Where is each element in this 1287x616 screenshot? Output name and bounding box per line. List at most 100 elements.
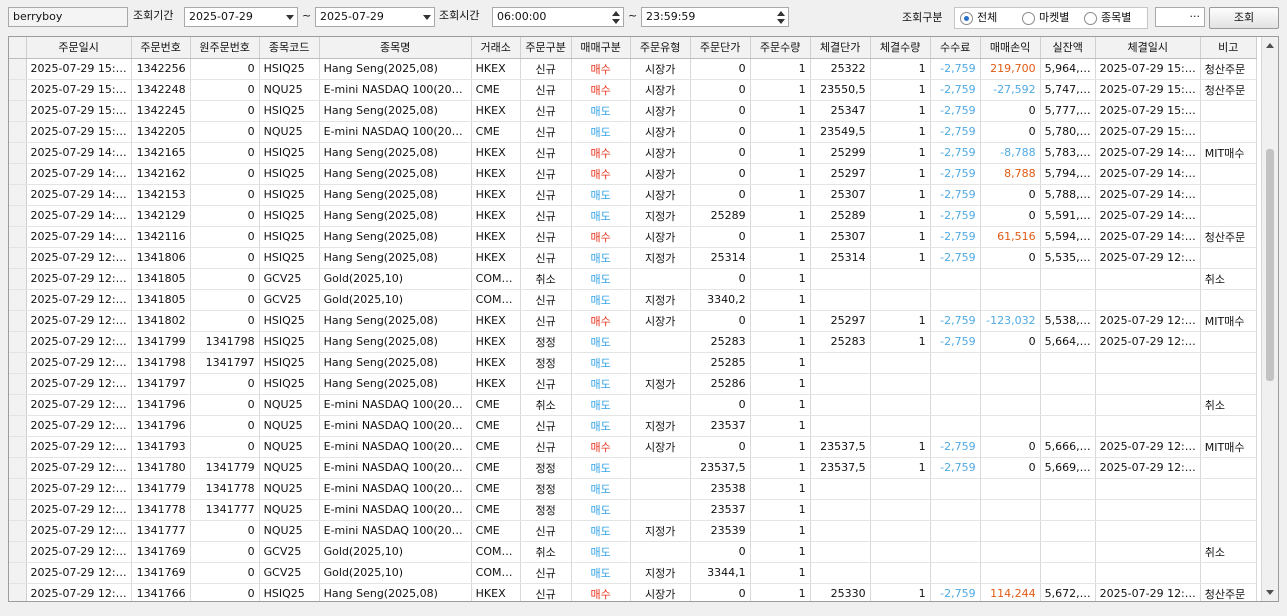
table-row[interactable]: 2025-07-29 12:… 1341769 0 GCV25 Gold(2025,10…	[9, 541, 1257, 563]
col-header-order-type[interactable]: 주문구분	[520, 37, 572, 59]
col-header-side[interactable]: 매매구분	[571, 37, 631, 59]
chevron-down-icon[interactable]	[423, 15, 431, 20]
row-selector[interactable]	[9, 499, 27, 521]
table-row[interactable]: 2025-07-29 12:… 1341796 0 NQU25 E-mini NASDA…	[9, 394, 1257, 416]
radio-item[interactable]	[1084, 12, 1097, 25]
cell-fill-qty: 1	[870, 184, 931, 206]
table-row[interactable]: 2025-07-29 12:… 1341796 0 NQU25 E-mini NASDA…	[9, 415, 1257, 437]
table-row[interactable]: 2025-07-29 14:… 1342162 0 HSIQ25 Hang Seng(2…	[9, 163, 1257, 185]
row-selector[interactable]	[9, 289, 27, 311]
table-row[interactable]: 2025-07-29 12:… 1341780 1341779 NQU25 E-mini…	[9, 457, 1257, 479]
table-row[interactable]: 2025-07-29 15:… 1342205 0 NQU25 E-mini NASDA…	[9, 121, 1257, 143]
col-header-exchange[interactable]: 거래소	[471, 37, 521, 59]
table-row[interactable]: 2025-07-29 12:… 1341802 0 HSIQ25 Hang Seng(2…	[9, 310, 1257, 332]
row-selector[interactable]	[9, 352, 27, 374]
radio-market[interactable]	[1022, 12, 1035, 25]
col-header-fee[interactable]: 수수료	[930, 37, 981, 59]
col-header-order-no[interactable]: 주문번호	[131, 37, 191, 59]
row-selector[interactable]	[9, 373, 27, 395]
table-row[interactable]: 2025-07-29 12:… 1341799 1341798 HSIQ25 Hang …	[9, 331, 1257, 353]
row-selector[interactable]	[9, 415, 27, 437]
table-row[interactable]: 2025-07-29 12:… 1341793 0 NQU25 E-mini NASDA…	[9, 436, 1257, 458]
table-row[interactable]: 2025-07-29 15:… 1342245 0 HSIQ25 Hang Seng(2…	[9, 100, 1257, 122]
table-row[interactable]: 2025-07-29 14:… 1342129 0 HSIQ25 Hang Seng(2…	[9, 205, 1257, 227]
date-to-dropdown[interactable]: 2025-07-29	[315, 7, 435, 27]
col-header-order-price[interactable]: 주문단가	[690, 37, 751, 59]
spin-down-icon[interactable]	[612, 19, 620, 24]
scroll-down-icon[interactable]	[1266, 590, 1274, 595]
col-header-order-time[interactable]: 주문일시	[26, 37, 132, 59]
table-row[interactable]: 2025-07-29 14:… 1342116 0 HSIQ25 Hang Seng(2…	[9, 226, 1257, 248]
table-row[interactable]: 2025-07-29 12:… 1341778 1341777 NQU25 E-mini…	[9, 499, 1257, 521]
row-selector[interactable]	[9, 457, 27, 479]
col-header-fill-price[interactable]: 체결단가	[810, 37, 871, 59]
chevron-down-icon[interactable]	[286, 15, 294, 20]
row-selector[interactable]	[9, 226, 27, 248]
row-selector[interactable]	[9, 205, 27, 227]
row-selector[interactable]	[9, 79, 27, 101]
col-header-note[interactable]: 비고	[1200, 37, 1257, 59]
scrollbar-thumb[interactable]	[1266, 149, 1274, 381]
table-row[interactable]: 2025-07-29 12:… 1341777 0 NQU25 E-mini NASDA…	[9, 520, 1257, 542]
user-id-field[interactable]: berryboy	[8, 7, 128, 27]
cell-balance	[1040, 520, 1096, 542]
row-selector[interactable]	[9, 331, 27, 353]
col-header-fill-time[interactable]: 체결일시	[1095, 37, 1201, 59]
row-selector[interactable]	[9, 436, 27, 458]
col-header-pnl[interactable]: 매매손익	[980, 37, 1041, 59]
extra-search-field[interactable]: ···	[1155, 7, 1205, 27]
col-header-balance[interactable]: 실잔액	[1040, 37, 1096, 59]
cell-orig-order-no: 1341797	[190, 352, 260, 374]
row-selector[interactable]	[9, 394, 27, 416]
table-row[interactable]: 2025-07-29 12:… 1341806 0 HSIQ25 Hang Seng(2…	[9, 247, 1257, 269]
col-header-price-type[interactable]: 주문유형	[630, 37, 691, 59]
row-selector[interactable]	[9, 268, 27, 290]
col-header-symbol-name[interactable]: 종목명	[319, 37, 472, 59]
table-row[interactable]: 2025-07-29 12:… 1341805 0 GCV25 Gold(2025,10…	[9, 289, 1257, 311]
col-header-orig-order-no[interactable]: 원주문번호	[190, 37, 260, 59]
cell-symbol-name: Hang Seng(2025,08)	[319, 352, 472, 374]
row-selector[interactable]	[9, 163, 27, 185]
row-selector[interactable]	[9, 100, 27, 122]
query-button[interactable]: 조회	[1209, 7, 1279, 29]
cell-order-time: 2025-07-29 12:…	[26, 520, 132, 542]
cell-price-type: 지정가	[630, 520, 691, 542]
table-row[interactable]: 2025-07-29 12:… 1341766 0 HSIQ25 Hang Seng(2…	[9, 583, 1257, 601]
row-selector[interactable]	[9, 541, 27, 563]
col-header-symbol-code[interactable]: 종목코드	[259, 37, 320, 59]
time-to-spinner[interactable]: 23:59:59	[641, 7, 789, 27]
scroll-up-icon[interactable]	[1266, 43, 1274, 48]
table-row[interactable]: 2025-07-29 15:… 1342256 0 HSIQ25 Hang Seng(2…	[9, 58, 1257, 80]
cell-order-no: 1341797	[131, 373, 191, 395]
table-row[interactable]: 2025-07-29 12:… 1341769 0 GCV25 Gold(2025,10…	[9, 562, 1257, 584]
row-selector[interactable]	[9, 121, 27, 143]
table-row[interactable]: 2025-07-29 12:… 1341779 1341778 NQU25 E-mini…	[9, 478, 1257, 500]
row-selector[interactable]	[9, 184, 27, 206]
cell-note: 취소	[1200, 268, 1257, 290]
row-selector[interactable]	[9, 520, 27, 542]
row-selector[interactable]	[9, 247, 27, 269]
col-header-fill-qty[interactable]: 체결수량	[870, 37, 931, 59]
spin-up-icon[interactable]	[777, 11, 785, 16]
row-selector[interactable]	[9, 478, 27, 500]
row-selector[interactable]	[9, 583, 27, 601]
table-row[interactable]: 2025-07-29 12:… 1341805 0 GCV25 Gold(2025,10…	[9, 268, 1257, 290]
cell-order-type: 신규	[520, 205, 572, 227]
row-selector[interactable]	[9, 310, 27, 332]
table-row[interactable]: 2025-07-29 14:… 1342153 0 HSIQ25 Hang Seng(2…	[9, 184, 1257, 206]
row-selector[interactable]	[9, 58, 27, 80]
spin-down-icon[interactable]	[777, 19, 785, 24]
col-header-order-qty[interactable]: 주문수량	[750, 37, 811, 59]
row-selector[interactable]	[9, 562, 27, 584]
table-row[interactable]: 2025-07-29 14:… 1342165 0 HSIQ25 Hang Seng(2…	[9, 142, 1257, 164]
spin-up-icon[interactable]	[612, 11, 620, 16]
date-from-dropdown[interactable]: 2025-07-29	[184, 7, 298, 27]
table-row[interactable]: 2025-07-29 12:… 1341797 0 HSIQ25 Hang Seng(2…	[9, 373, 1257, 395]
time-from-spinner[interactable]: 06:00:00	[492, 7, 624, 27]
radio-all[interactable]	[960, 12, 973, 25]
table-row[interactable]: 2025-07-29 15:… 1342248 0 NQU25 E-mini NASDA…	[9, 79, 1257, 101]
vertical-scrollbar[interactable]	[1261, 37, 1278, 601]
table-row[interactable]: 2025-07-29 12:… 1341798 1341797 HSIQ25 Hang …	[9, 352, 1257, 374]
cell-order-type: 취소	[520, 541, 572, 563]
row-selector[interactable]	[9, 142, 27, 164]
